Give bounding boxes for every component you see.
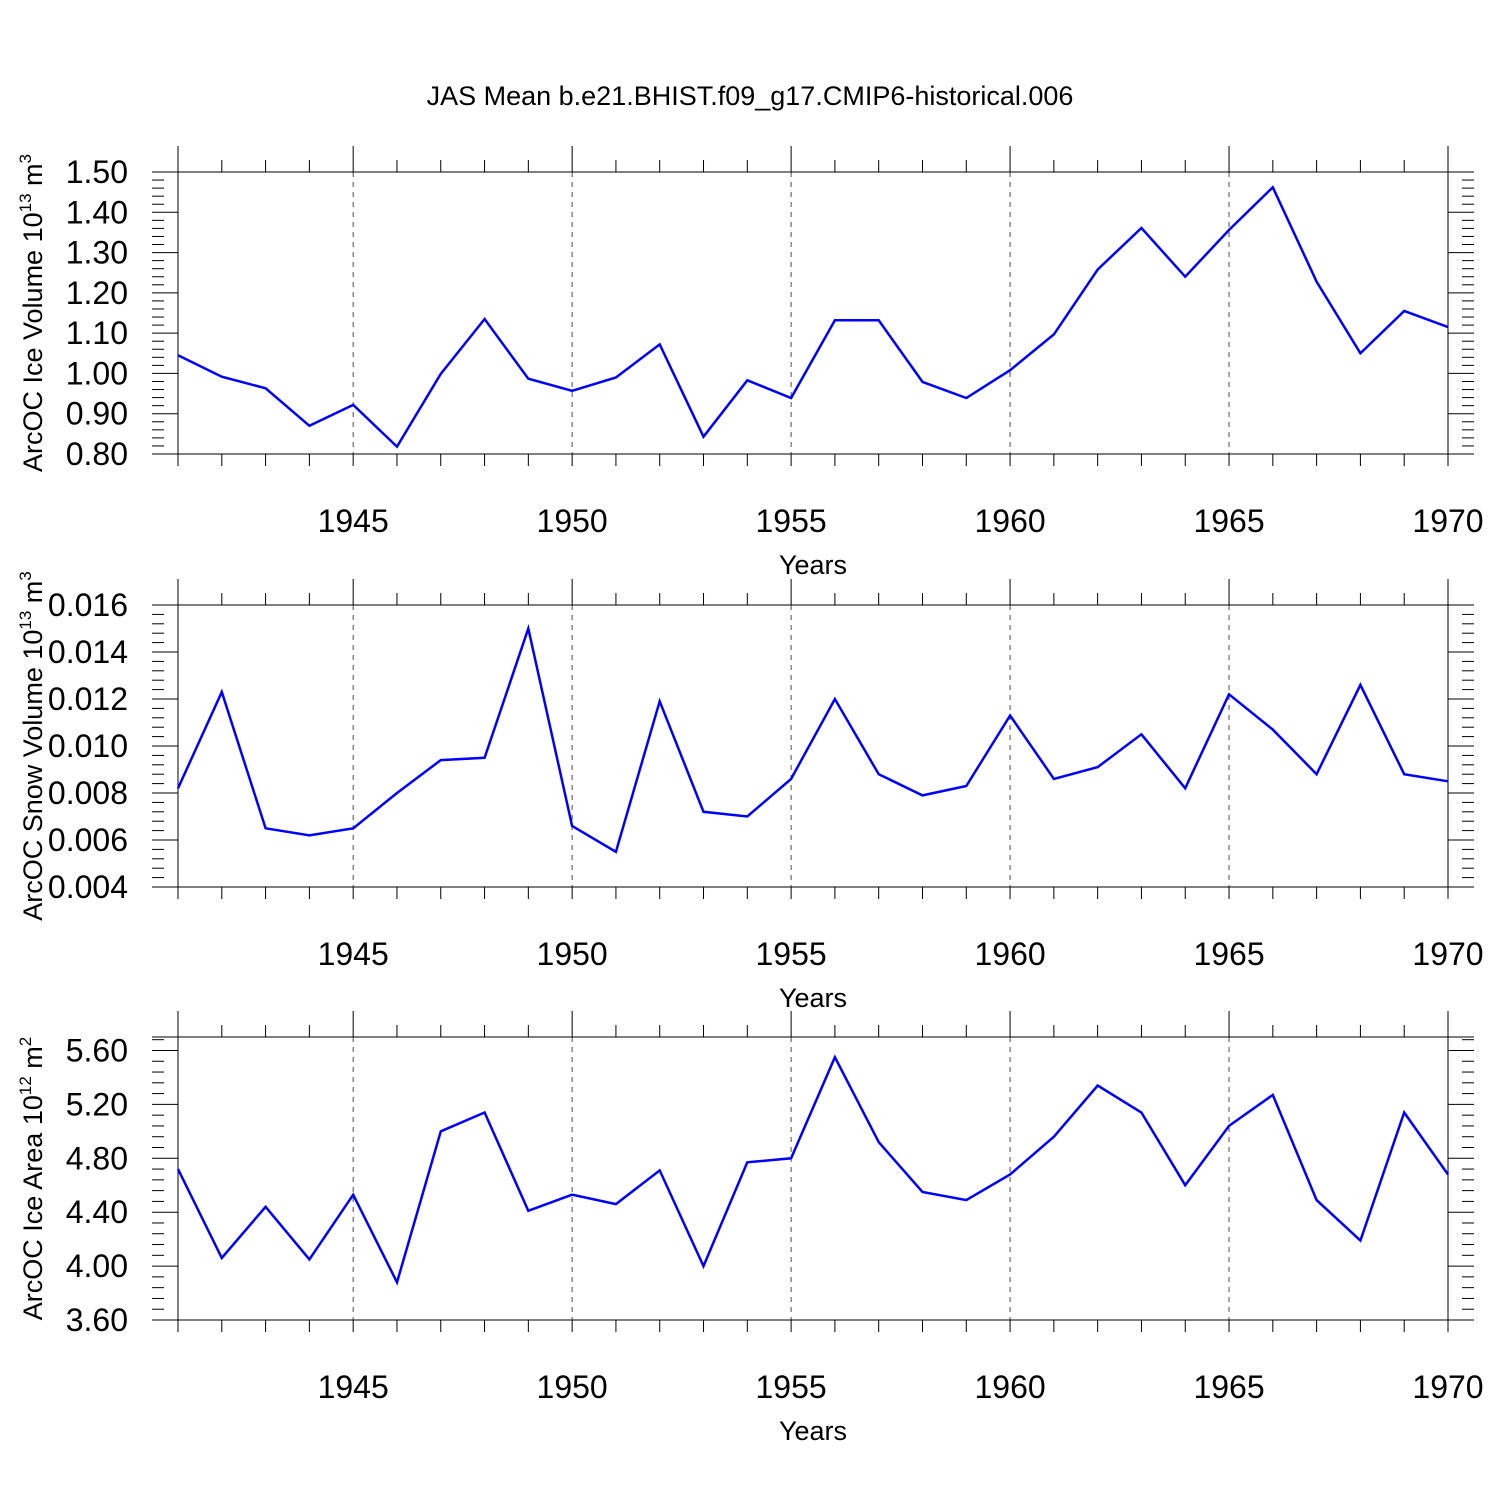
y-tick-label: 1.50 — [66, 154, 128, 190]
x-tick-label: 1955 — [756, 503, 827, 539]
chart-panel: 0.004 0.006 0.008 0.010 0.012 0.014 0.016 1945 1… — [16, 571, 1484, 1013]
x-axis-label: Years — [779, 550, 847, 580]
chart-panel: 3.60 4.00 4.40 4.80 5.20 5.60 1945 1950 1955 1960… — [16, 1011, 1484, 1446]
y-tick-label: 1.30 — [66, 235, 128, 271]
x-tick-label: 1945 — [318, 1369, 389, 1405]
y-tick-label: 0.010 — [48, 728, 128, 764]
y-tick-label: 0.012 — [48, 681, 128, 717]
series-line — [176, 623, 1449, 854]
series-line — [177, 185, 1449, 449]
x-tick-label: 1970 — [1412, 936, 1483, 972]
series-line — [176, 1054, 1450, 1286]
x-tick-label: 1970 — [1412, 1369, 1483, 1405]
x-tick-label: 1945 — [318, 936, 389, 972]
x-tick-label: 1960 — [974, 503, 1045, 539]
x-tick-label: 1960 — [974, 1369, 1045, 1405]
x-tick-label: 1965 — [1193, 936, 1264, 972]
x-tick-label: 1955 — [756, 936, 827, 972]
y-tick-label: 0.80 — [66, 436, 128, 472]
y-tick-label: 0.004 — [48, 869, 128, 905]
y-tick-label: 4.80 — [66, 1140, 128, 1176]
x-tick-label: 1950 — [537, 1369, 608, 1405]
x-tick-label: 1950 — [537, 936, 608, 972]
x-tick-label: 1960 — [974, 936, 1045, 972]
y-tick-label: 4.40 — [66, 1194, 128, 1230]
y-tick-label: 0.014 — [48, 634, 128, 670]
y-tick-label: 0.006 — [48, 822, 128, 858]
chart-title: JAS Mean b.e21.BHIST.f09_g17.CMIP6-histo… — [427, 81, 1074, 111]
x-tick-label: 1965 — [1193, 1369, 1264, 1405]
y-tick-label: 1.40 — [66, 194, 128, 230]
y-axis-label: ArcOC Snow Volume 1013 m3 — [16, 571, 48, 921]
y-tick-label: 3.60 — [66, 1302, 128, 1338]
chart-panel: 0.80 0.90 1.00 1.10 1.20 1.30 1.40 1.50 1945 1950… — [16, 146, 1484, 580]
x-axis-label: Years — [779, 1416, 847, 1446]
y-tick-label: 1.00 — [66, 355, 128, 391]
y-tick-label: 1.10 — [66, 315, 128, 351]
y-tick-label: 5.60 — [66, 1032, 128, 1068]
y-tick-label: 5.20 — [66, 1086, 128, 1122]
y-tick-label: 0.90 — [66, 396, 128, 432]
y-tick-label: 4.00 — [66, 1248, 128, 1284]
y-tick-label: 0.008 — [48, 775, 128, 811]
x-tick-label: 1945 — [318, 503, 389, 539]
x-tick-label: 1970 — [1412, 503, 1483, 539]
x-axis-label: Years — [779, 983, 847, 1013]
x-tick-label: 1965 — [1193, 503, 1264, 539]
y-tick-label: 1.20 — [66, 275, 128, 311]
y-axis-label: ArcOC Ice Volume 1013 m3 — [16, 154, 48, 472]
y-axis-label: ArcOC Ice Area 1012 m2 — [16, 1037, 48, 1321]
y-tick-label: 0.016 — [48, 587, 128, 623]
x-tick-label: 1950 — [537, 503, 608, 539]
x-tick-label: 1955 — [756, 1369, 827, 1405]
